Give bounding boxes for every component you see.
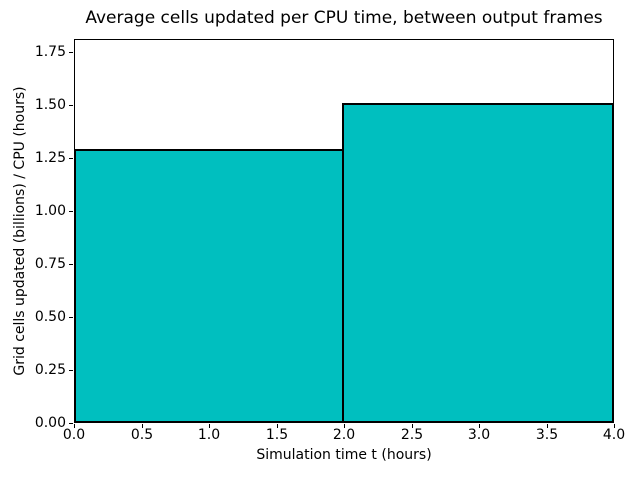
y-axis-label: Grid cells updated (billions) / CPU (hou… — [12, 86, 28, 376]
x-tick — [344, 424, 345, 428]
x-tick — [614, 424, 615, 428]
y-tick-label: 1.50 — [34, 97, 66, 113]
x-tick-label: 0.5 — [130, 427, 154, 443]
y-tick-label: 0.75 — [34, 256, 66, 272]
y-tick — [69, 158, 73, 159]
y-tick — [69, 52, 73, 53]
x-tick-label: 1.0 — [197, 427, 221, 443]
x-tick — [412, 424, 413, 428]
y-tick — [69, 370, 73, 371]
y-tick-label: 0.50 — [34, 309, 66, 325]
x-tick — [74, 424, 75, 428]
y-tick — [69, 211, 73, 212]
x-tick — [479, 424, 480, 428]
plot-area — [74, 39, 614, 423]
y-tick — [69, 423, 73, 424]
y-tick-label: 0.25 — [34, 362, 66, 378]
y-tick-label: 1.75 — [34, 44, 66, 60]
x-tick-label: 0.0 — [62, 427, 86, 443]
y-tick — [69, 264, 73, 265]
x-tick-label: 2.0 — [332, 427, 356, 443]
x-axis-label: Simulation time t (hours) — [256, 447, 432, 463]
y-tick — [69, 317, 73, 318]
x-tick — [277, 424, 278, 428]
x-tick — [547, 424, 548, 428]
x-tick-label: 3.0 — [467, 427, 491, 443]
y-tick-label: 1.25 — [34, 150, 66, 166]
x-tick-label: 3.5 — [535, 427, 559, 443]
x-tick — [142, 424, 143, 428]
x-tick — [209, 424, 210, 428]
y-tick-label: 1.00 — [34, 203, 66, 219]
x-tick-label: 4.0 — [602, 427, 626, 443]
x-tick-label: 2.5 — [400, 427, 424, 443]
chart-title: Average cells updated per CPU time, betw… — [85, 8, 603, 28]
x-tick-label: 1.5 — [265, 427, 289, 443]
y-tick-label: 0.00 — [34, 415, 66, 431]
y-tick — [69, 105, 73, 106]
